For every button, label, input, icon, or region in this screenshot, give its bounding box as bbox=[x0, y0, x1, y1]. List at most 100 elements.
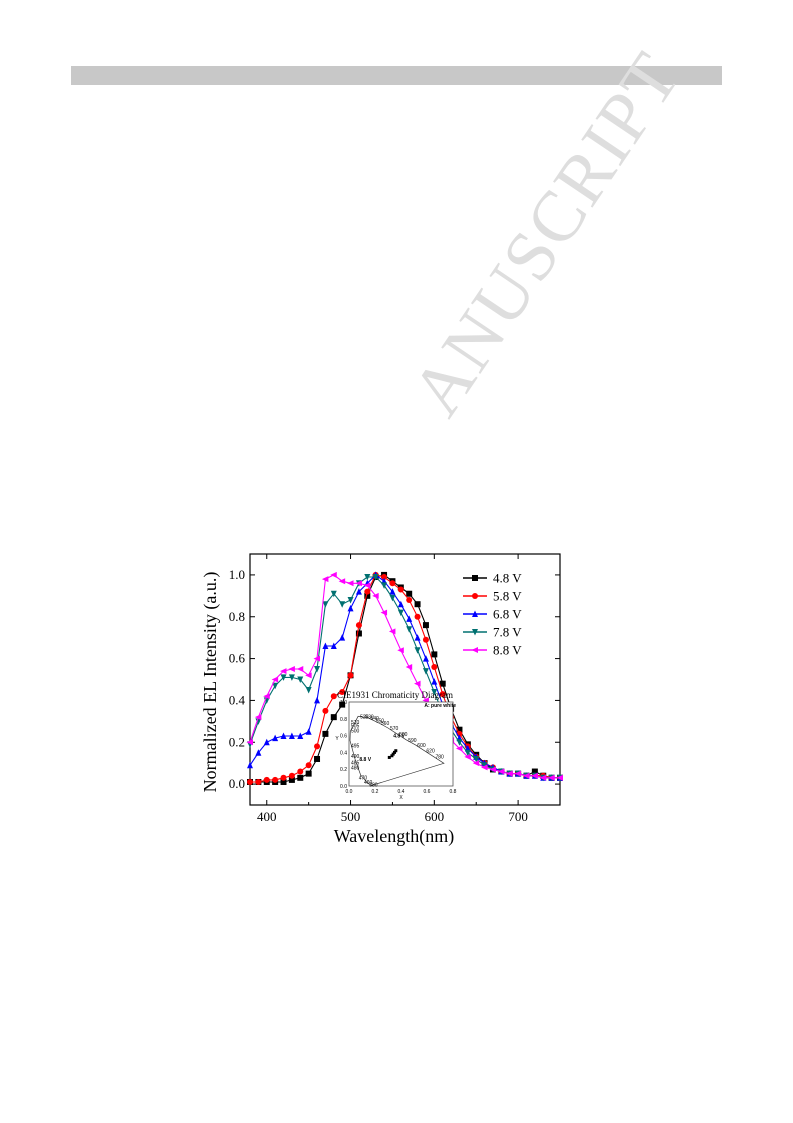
inset-y-tick-label: 1.0 bbox=[340, 700, 347, 706]
legend-marker bbox=[472, 575, 478, 581]
data-point-8-8-v bbox=[414, 680, 421, 687]
data-point-8-8-v bbox=[380, 609, 388, 616]
x-tick-label: 400 bbox=[257, 809, 277, 824]
data-point-6-8-v bbox=[247, 761, 253, 769]
data-point-7-8-v bbox=[431, 689, 438, 696]
x-tick-label: 700 bbox=[508, 809, 528, 824]
inset-wavelength-label: 495 bbox=[351, 744, 360, 750]
inset-wavelength-label: 580 bbox=[399, 732, 408, 738]
watermark: ANUSCRIPT bbox=[395, 37, 696, 430]
data-point-8-8-v bbox=[514, 770, 522, 777]
data-point-6-8-v bbox=[255, 749, 262, 756]
data-point-5-8-v bbox=[381, 574, 388, 581]
data-point-5-8-v bbox=[339, 689, 346, 696]
data-point-4-8-v bbox=[288, 776, 295, 783]
inset-wavelength-label: 780 bbox=[436, 755, 445, 761]
data-point-7-8-v bbox=[464, 749, 471, 757]
data-point-7-8-v bbox=[473, 755, 480, 763]
inset-wavelength-label: 620 bbox=[426, 749, 435, 755]
inset-y-tick-label: 0.8 bbox=[340, 717, 347, 723]
data-point-5-8-v bbox=[314, 743, 321, 750]
data-point-7-8-v bbox=[330, 590, 337, 598]
data-point-6-8-v bbox=[414, 634, 421, 641]
data-point-6-8-v bbox=[305, 728, 312, 735]
inset-wavelength-label: 570 bbox=[390, 726, 399, 732]
inset-cie-point bbox=[387, 755, 391, 759]
data-point-8-8-v bbox=[338, 578, 346, 585]
x-tick-label: 500 bbox=[341, 809, 361, 824]
data-point-5-8-v bbox=[422, 636, 429, 643]
data-point-4-8-v bbox=[339, 701, 346, 708]
data-point-6-8-v bbox=[355, 588, 362, 595]
data-point-8-8-v bbox=[489, 766, 496, 773]
data-point-8-8-v bbox=[472, 760, 480, 767]
data-point-8-8-v bbox=[263, 693, 270, 700]
data-point-8-8-v bbox=[330, 571, 337, 578]
data-point-8-8-v bbox=[388, 628, 396, 635]
data-point-8-8-v bbox=[522, 772, 530, 779]
data-point-4-8-v bbox=[322, 730, 329, 737]
data-point-8-8-v bbox=[313, 655, 321, 662]
data-point-6-8-v bbox=[297, 732, 304, 739]
x-tick-label: 600 bbox=[425, 809, 445, 824]
inset-wavelength-label: 380 bbox=[369, 782, 378, 788]
inset-annotation: 4.8 V bbox=[393, 733, 405, 739]
data-point-7-8-v bbox=[288, 674, 295, 681]
data-point-5-8-v bbox=[280, 774, 287, 781]
data-point-7-8-v bbox=[381, 582, 388, 589]
data-point-4-8-v bbox=[330, 714, 337, 721]
data-point-6-8-v bbox=[431, 678, 438, 685]
data-point-5-8-v bbox=[406, 597, 413, 604]
inset-cie-point bbox=[393, 750, 396, 754]
data-point-5-8-v bbox=[364, 588, 371, 595]
data-point-5-8-v bbox=[431, 663, 438, 670]
data-point-7-8-v bbox=[414, 647, 421, 654]
y-tick-label: 0.4 bbox=[229, 692, 246, 707]
data-point-7-8-v bbox=[389, 594, 396, 602]
data-point-8-8-v bbox=[363, 582, 371, 589]
inset-wavelength-label: 490 bbox=[351, 754, 360, 760]
data-point-4-8-v bbox=[531, 768, 538, 775]
data-point-7-8-v bbox=[347, 597, 354, 604]
data-point-6-8-v bbox=[314, 696, 321, 704]
data-point-8-8-v bbox=[539, 774, 547, 781]
data-point-4-8-v bbox=[431, 651, 438, 658]
inset-x-tick-label: 0.8 bbox=[450, 789, 457, 795]
inset-y-tick-label: 0.0 bbox=[340, 784, 347, 790]
data-point-8-8-v bbox=[372, 592, 379, 599]
data-point-5-8-v bbox=[272, 776, 279, 783]
data-point-5-8-v bbox=[347, 672, 354, 679]
data-point-8-8-v bbox=[355, 580, 362, 587]
legend-label: 8.8 V bbox=[493, 643, 522, 658]
data-point-6-8-v bbox=[272, 734, 279, 742]
data-point-5-8-v bbox=[247, 778, 253, 785]
data-point-6-8-v bbox=[339, 634, 346, 641]
inset-wavelength-label: 470 bbox=[359, 776, 368, 782]
data-point-6-8-v bbox=[330, 642, 337, 650]
inset-wavelength-label: 510 bbox=[351, 720, 360, 726]
header-bar bbox=[71, 66, 722, 85]
inset-wavelength-label: 590 bbox=[408, 738, 417, 744]
inset-wavelength-label: 550 bbox=[376, 718, 385, 724]
data-point-7-8-v bbox=[456, 739, 463, 746]
inset-wavelength-label: 530 bbox=[365, 714, 374, 720]
y-tick-label: 0.0 bbox=[229, 776, 245, 791]
data-point-4-8-v bbox=[439, 680, 446, 687]
data-point-8-8-v bbox=[288, 666, 295, 673]
data-point-8-8-v bbox=[347, 580, 354, 587]
inset-x-axis-title: X bbox=[399, 795, 403, 801]
data-point-4-8-v bbox=[280, 778, 287, 785]
data-point-4-8-v bbox=[422, 622, 429, 629]
data-point-7-8-v bbox=[305, 686, 312, 694]
data-point-4-8-v bbox=[305, 770, 312, 777]
data-point-8-8-v bbox=[506, 770, 513, 777]
data-point-7-8-v bbox=[280, 674, 287, 681]
data-point-8-8-v bbox=[271, 676, 279, 683]
inset-wavelength-label: 460 bbox=[364, 780, 373, 786]
data-point-5-8-v bbox=[255, 778, 262, 785]
inset-wavelength-label: 480 bbox=[351, 766, 360, 772]
data-point-5-8-v bbox=[297, 768, 304, 775]
legend-marker bbox=[472, 593, 478, 599]
data-point-8-8-v bbox=[296, 666, 304, 673]
inset-cie-point bbox=[391, 752, 395, 756]
